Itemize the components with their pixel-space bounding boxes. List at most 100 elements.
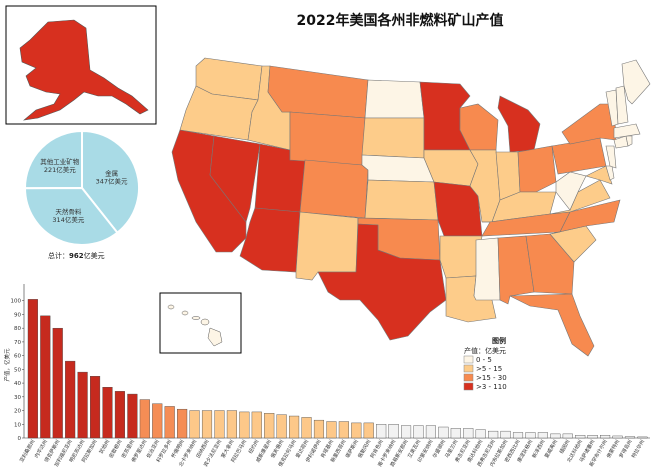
bar-13: [189, 410, 200, 439]
bar-20: [276, 414, 287, 439]
y-tick-label-2: 20: [14, 409, 21, 415]
bar-16: [226, 410, 237, 439]
legend-label-2: >15 - 30: [476, 374, 507, 382]
pie-slice-aggregates-name: 天然骨料: [55, 207, 82, 216]
legend-swatch-1: [463, 364, 474, 373]
y-tick-label-0: 0: [18, 436, 22, 442]
state-43: [621, 59, 651, 105]
x-tick-label-0: 亚利桑那州: [18, 439, 37, 464]
legend-label-0: 0 - 5: [476, 356, 492, 364]
legend-swatch-3: [463, 382, 474, 391]
state-7: [497, 95, 541, 153]
state-36: [361, 117, 425, 159]
bar-17: [239, 411, 250, 439]
legend: 图例 产值：亿美元 0 - 5>5 - 15>15 - 30>3 - 110: [463, 336, 507, 391]
bar-24: [326, 421, 337, 439]
bar-0: [27, 299, 38, 439]
legend-swatch-2: [463, 373, 474, 382]
state-2: [317, 223, 447, 341]
bar-23: [313, 419, 325, 439]
pie-slice-other-industrial-name: 其他工业矿物: [40, 157, 80, 166]
bar-25: [338, 421, 349, 439]
bar-7: [114, 391, 125, 439]
y-tick-label-4: 40: [14, 381, 21, 387]
pie-total: 总计：962亿美元: [48, 251, 105, 260]
x-tick-label-43: 缅因州: [558, 439, 572, 456]
bar-40: [525, 432, 536, 439]
legend-title: 图例: [492, 336, 506, 345]
bar-39: [512, 432, 524, 439]
state-1: [209, 135, 261, 223]
bar-21: [289, 415, 300, 439]
bar-43: [562, 433, 573, 439]
y-tick-label-7: 70: [14, 340, 21, 346]
bar-45: [587, 435, 598, 439]
chart-title: 2022年美国各州非燃料矿山产值: [297, 12, 504, 29]
bar-15: [214, 410, 225, 439]
hawaii-inset: [159, 292, 242, 354]
pie-slice-other-industrial: [24, 129, 83, 190]
state-11: [299, 159, 369, 219]
pie-slice-metals: [81, 129, 140, 235]
hawaii-molokai: [191, 316, 201, 320]
bar-2: [52, 327, 63, 439]
state-38: [361, 154, 435, 183]
legend-label-3: >3 - 110: [476, 383, 507, 391]
legend-subtitle: 产值：亿美元: [464, 346, 506, 355]
bar-37: [488, 430, 499, 439]
bar-46: [600, 435, 611, 439]
us-map: [171, 57, 651, 357]
state-32: [495, 151, 521, 201]
state-10: [525, 233, 575, 295]
hawaii-maui: [200, 318, 210, 326]
bar-12: [177, 408, 188, 439]
bar-35: [463, 428, 474, 439]
state-48: [625, 135, 633, 147]
state-hawaii: [167, 304, 175, 310]
bar-33: [438, 426, 449, 439]
state-44: [364, 79, 425, 119]
bar-8: [127, 393, 138, 439]
bar-5: [89, 376, 101, 439]
bar-22: [301, 417, 312, 439]
bar-29: [388, 424, 399, 439]
state-45: [613, 123, 641, 139]
state-16: [267, 65, 369, 119]
state-25: [295, 211, 359, 281]
y-axis-label: 产值，亿美元: [3, 348, 11, 382]
bar-18: [251, 411, 262, 439]
alaska-inset: [5, 5, 157, 125]
x-tick-label-18: 纽约州: [247, 439, 261, 456]
y-tick-label-8: 80: [14, 326, 21, 332]
bar-34: [450, 428, 461, 439]
bar-44: [575, 435, 586, 439]
bar-10: [152, 403, 163, 439]
state-34: [585, 165, 613, 185]
bar-48: [624, 436, 636, 439]
bar-42: [550, 433, 561, 439]
y-tick-label-1: 10: [14, 422, 21, 428]
bar-9: [139, 399, 150, 439]
bar-4: [77, 371, 88, 439]
pie-slice-aggregates-value: 314亿美元: [52, 215, 84, 224]
bar-26: [351, 422, 362, 439]
state-15: [551, 137, 607, 175]
bar-3: [65, 360, 76, 439]
pie-slice-metals-name: 金属: [105, 169, 118, 178]
x-tick-label-6: 犹他州: [98, 439, 112, 456]
state-0: [239, 207, 301, 273]
bar-38: [500, 430, 511, 439]
bar-41: [537, 432, 548, 439]
bar-14: [201, 410, 213, 439]
bar-49: [637, 436, 648, 439]
y-tick-label-10: 100: [11, 299, 22, 305]
bar-30: [401, 425, 412, 439]
bar-6: [102, 387, 113, 439]
state-alaska: [19, 19, 149, 121]
state-46: [615, 85, 629, 125]
legend-swatch-0: [463, 355, 474, 364]
bar-47: [612, 435, 623, 439]
pie-slice-metals-value: 347亿美元: [96, 177, 128, 186]
pie-slice-other-industrial-value: 221亿美元: [44, 165, 76, 174]
